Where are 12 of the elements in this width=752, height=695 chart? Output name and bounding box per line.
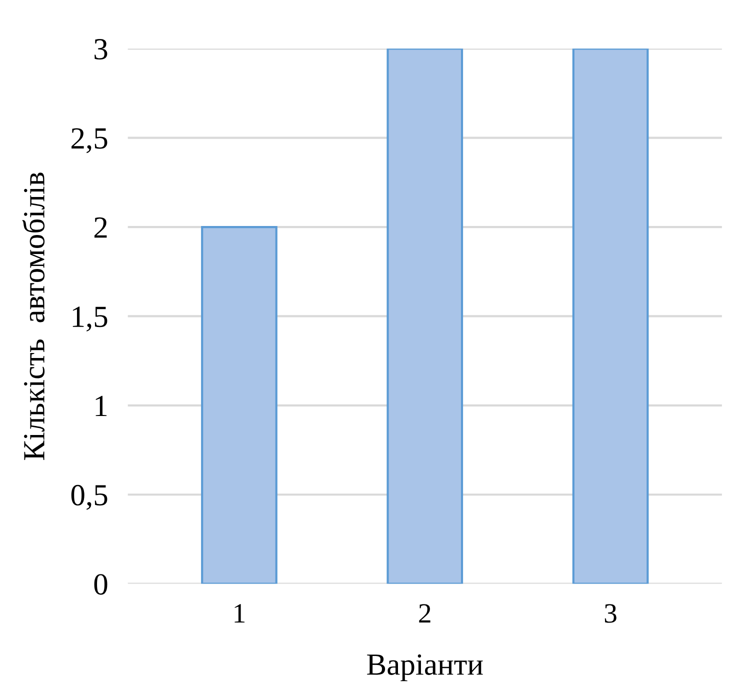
y-tick-label: 1,5 (72, 306, 108, 332)
x-axis-title: Варіанти (367, 654, 483, 682)
x-tick-label: 1 (234, 604, 245, 623)
x-tick-label: 2 (419, 604, 430, 623)
y-tick-label: 1 (96, 396, 107, 416)
y-tick-label: 0 (94, 574, 108, 595)
y-tick-label: 2 (94, 217, 107, 238)
x-tick-label: 3 (604, 604, 616, 623)
y-tick-label: 0,5 (71, 484, 108, 510)
y-tick-label: 2,5 (72, 128, 108, 154)
y-axis-title: Кількість автомобілів (22, 172, 45, 460)
y-tick-label: 3 (94, 39, 108, 60)
